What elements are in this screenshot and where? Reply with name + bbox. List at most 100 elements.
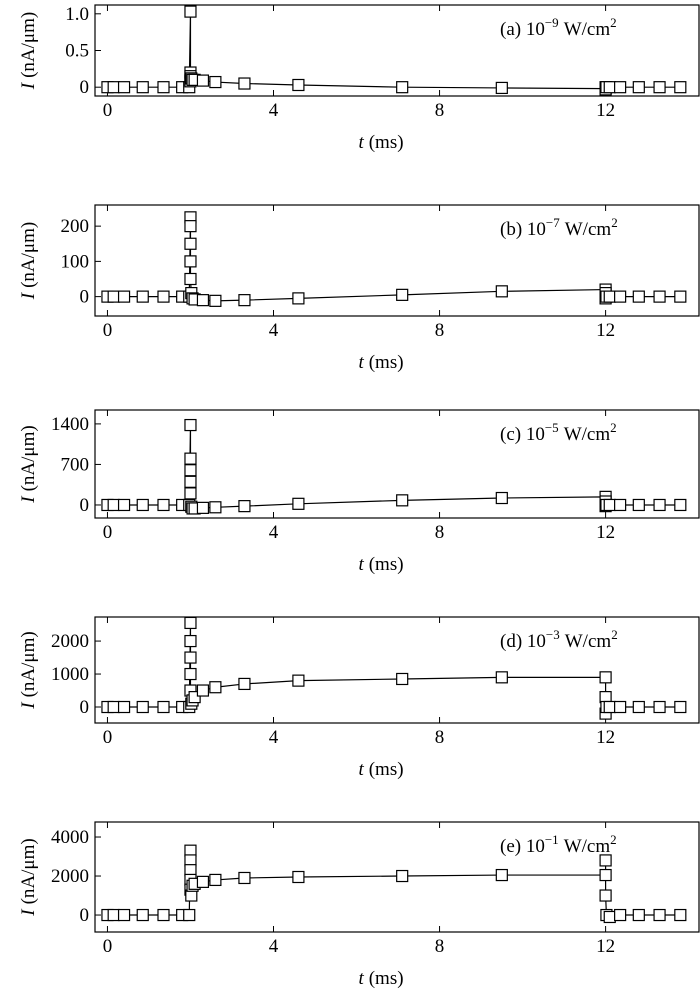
data-point (184, 475, 197, 488)
data-point (184, 255, 197, 268)
y-tick-label: 0 (80, 697, 90, 718)
data-point (495, 671, 508, 684)
data-point (157, 81, 170, 94)
data-point (209, 294, 222, 307)
annotation-unit: W/cm (565, 219, 612, 240)
data-point (157, 908, 170, 922)
data-point (599, 854, 612, 867)
data-point (495, 81, 508, 95)
x-tick-label: 12 (596, 522, 615, 543)
x-tick-label: 0 (103, 320, 113, 341)
data-point (674, 498, 687, 512)
x-tick-label: 12 (596, 727, 615, 748)
x-tick-label: 12 (596, 936, 615, 957)
data-point (183, 908, 196, 922)
y-label-var: I (18, 81, 39, 90)
data-point (238, 77, 251, 90)
data-point (196, 684, 210, 697)
data-point (495, 491, 508, 505)
data-point (107, 81, 120, 94)
data-point (136, 498, 149, 512)
data-point (117, 290, 131, 303)
annotation-text: (d) 10 (500, 631, 546, 652)
data-point (632, 700, 645, 714)
x-label-var: t (358, 554, 364, 575)
x-label-var: t (358, 352, 364, 373)
data-point (157, 498, 170, 512)
y-tick-label: 0 (80, 287, 90, 308)
data-point (632, 908, 645, 922)
data-point (396, 869, 409, 883)
data-point (674, 700, 687, 714)
annotation-text: (e) 10 (500, 836, 545, 857)
x-label-unit: (ms) (369, 352, 404, 373)
annotation-unit-exponent: 2 (611, 627, 618, 642)
data-point (136, 908, 149, 922)
data-point (238, 500, 251, 513)
panel: 0 4 8 12 0 100 200 t (ms) I (nA/μm) (b) 10−7 W/cm2 (18, 204, 700, 373)
x-axis-label: t (ms) (358, 759, 403, 780)
data-point (495, 868, 508, 882)
data-point (674, 908, 687, 922)
data-point (184, 418, 197, 432)
data-point (184, 220, 197, 233)
data-point (117, 700, 131, 714)
data-point (653, 908, 666, 922)
annotation-text: (b) 10 (500, 219, 546, 240)
data-point (136, 81, 149, 94)
x-tick-label: 8 (435, 320, 445, 341)
annotation-exponent: −5 (545, 420, 559, 435)
annotation-unit-exponent: 2 (610, 832, 617, 847)
data-point (599, 671, 612, 684)
data-point (614, 290, 627, 303)
data-point (653, 700, 666, 714)
annotation: (a) 10−9 W/cm2 (500, 15, 617, 40)
data-point (157, 700, 170, 714)
data-point (136, 700, 149, 714)
x-tick-label: 4 (269, 320, 279, 341)
data-point (184, 272, 197, 286)
annotation-exponent: −7 (546, 215, 560, 230)
data-point (599, 868, 612, 882)
annotation-exponent: −1 (545, 832, 559, 847)
data-point (209, 873, 222, 887)
y-tick-label: 2000 (51, 866, 89, 887)
x-label-var: t (358, 759, 364, 780)
data-point (292, 497, 305, 510)
data-point (184, 452, 197, 465)
annotation-unit-exponent: 2 (610, 15, 617, 30)
data-point (292, 292, 305, 305)
data-point (396, 81, 409, 94)
y-tick-label: 1000 (51, 664, 89, 685)
data-point (653, 290, 666, 303)
data-point (107, 908, 120, 922)
annotation-exponent: −9 (545, 15, 559, 30)
x-tick-label: 12 (596, 100, 615, 121)
data-point (184, 464, 197, 477)
data-point (396, 494, 409, 507)
y-axis-label: I (nA/μm) (18, 631, 39, 709)
data-point (292, 674, 305, 687)
annotation-unit-exponent: 2 (611, 215, 618, 230)
data-point (184, 5, 197, 18)
y-label-var: I (18, 908, 39, 917)
data-point (603, 81, 616, 94)
x-tick-label: 0 (103, 522, 113, 543)
annotation-unit: W/cm (564, 19, 611, 40)
y-tick-label: 4000 (51, 827, 89, 848)
plot-frame (94, 204, 700, 317)
data-point (184, 634, 197, 648)
y-tick-label: 2000 (51, 631, 89, 652)
y-label-unit: (nA/μm) (18, 838, 39, 904)
data-point (674, 290, 687, 303)
x-tick-label: 8 (435, 727, 445, 748)
y-label-var: I (18, 701, 39, 710)
panel: 0 4 8 12 0 700 1400 t (ms) I (nA/μm) (c) 10−5 W/cm2 (18, 409, 700, 575)
data-point (184, 651, 197, 664)
data-point (292, 78, 305, 92)
data-point (107, 290, 120, 303)
data-point (209, 75, 222, 89)
data-point (614, 498, 627, 512)
annotation-exponent: −3 (546, 627, 560, 642)
x-label-unit: (ms) (369, 968, 404, 989)
